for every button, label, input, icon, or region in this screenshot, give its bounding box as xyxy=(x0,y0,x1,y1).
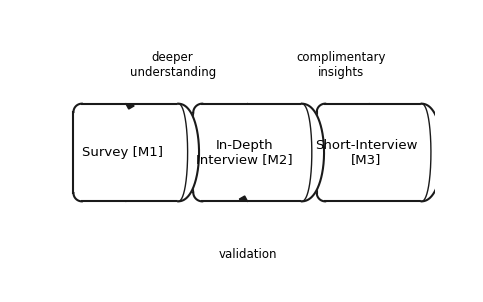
Text: validation: validation xyxy=(218,248,277,261)
Polygon shape xyxy=(302,104,324,201)
Bar xyxy=(73,104,178,201)
Text: In-Depth
Interview [M2]: In-Depth Interview [M2] xyxy=(196,139,293,166)
Bar xyxy=(317,104,422,201)
Polygon shape xyxy=(126,104,134,109)
Text: Short-Interview
[M3]: Short-Interview [M3] xyxy=(315,139,417,166)
Text: Survey [M1]: Survey [M1] xyxy=(82,146,163,159)
Text: complimentary
insights: complimentary insights xyxy=(297,51,386,79)
Polygon shape xyxy=(178,104,199,201)
Polygon shape xyxy=(239,196,248,201)
Bar xyxy=(193,104,302,201)
Polygon shape xyxy=(422,104,442,201)
Text: deeper
understanding: deeper understanding xyxy=(129,51,216,79)
